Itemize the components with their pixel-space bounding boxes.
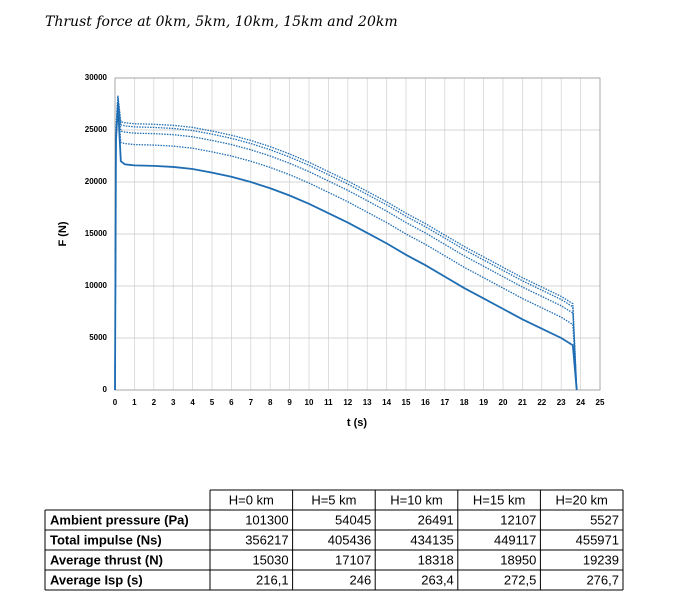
title: Thrust force at 0km, 5km, 10km, 15km and… [45, 14, 398, 30]
column-header: H=10 km [390, 492, 442, 507]
x-tick-label: 21 [518, 398, 527, 407]
column-header: H=20 km [556, 492, 608, 507]
cell: 19239 [583, 552, 619, 567]
x-tick-label: 22 [537, 398, 546, 407]
series-line [114, 96, 578, 391]
cell: 101300 [245, 512, 288, 527]
plot [114, 95, 578, 391]
x-tick-label: 4 [190, 398, 195, 407]
y-tick-label: 30000 [85, 73, 108, 82]
cell: 18318 [418, 552, 454, 567]
y-tick-label: 15000 [85, 229, 108, 238]
x-axis-label: t (s) [347, 417, 368, 429]
cell: 356217 [245, 532, 288, 547]
cell: 405436 [328, 532, 371, 547]
cell: 246 [349, 572, 371, 587]
row-label: Ambient pressure (Pa) [50, 512, 189, 527]
x-tick-label: 17 [440, 398, 449, 407]
y-tick-label: 5000 [89, 333, 107, 342]
x-tick-label: 9 [287, 398, 292, 407]
x-tick-label: 13 [363, 398, 372, 407]
series-line [114, 103, 578, 391]
series-line [114, 98, 578, 391]
cell: 216,1 [256, 572, 289, 587]
cell: 54045 [335, 512, 371, 527]
cell: 5527 [590, 512, 619, 527]
x-tick-label: 0 [113, 398, 118, 407]
x-tick-label: 12 [343, 398, 352, 407]
cell: 263,4 [421, 572, 454, 587]
row-label: Total impulse (Ns) [50, 532, 162, 547]
y-tick-label: 20000 [85, 177, 108, 186]
row-label: Average Isp (s) [50, 572, 143, 587]
cell: 449117 [494, 532, 536, 547]
cell: 15030 [252, 552, 288, 567]
cell: 17107 [335, 552, 371, 567]
x-tick-label: 14 [382, 398, 391, 407]
x-tick-label: 11 [324, 398, 333, 407]
x-tick-label: 10 [305, 398, 314, 407]
cell: 276,7 [586, 572, 619, 587]
x-tick-label: 1 [132, 398, 137, 407]
x-tick-label: 18 [460, 398, 469, 407]
x-tick-label: 16 [421, 398, 430, 407]
x-tick-label: 3 [171, 398, 176, 407]
x-tick-label: 7 [249, 398, 254, 407]
y-tick-label: 25000 [85, 125, 108, 134]
x-tick-label: 20 [499, 398, 508, 407]
x-tick-label: 25 [596, 398, 605, 407]
column-header: H=5 km [311, 492, 356, 507]
cell: 455971 [576, 532, 619, 547]
table: H=0 km H=5 km H=10 km H=15 km H=20 km Ambient… [44, 489, 624, 591]
series-line [114, 95, 578, 391]
cell: 26491 [418, 512, 454, 527]
y-tick-label: 10000 [85, 281, 108, 290]
x-tick-label: 24 [576, 398, 585, 407]
x-tick-label: 19 [479, 398, 488, 407]
cell: 18950 [500, 552, 536, 567]
x-tick-label: 2 [152, 398, 157, 407]
y-tick-label: 0 [103, 385, 108, 394]
cell: 272,5 [504, 572, 537, 587]
grid: 0 1 2 3 4 5 6 7 8 9 10 11 12 13 14 15 16 17 18 19 20 21 22 23 24… [85, 73, 605, 407]
x-tick-label: 23 [557, 398, 566, 407]
x-tick-label: 8 [268, 398, 273, 407]
cell: 12107 [500, 512, 536, 527]
column-header: H=15 km [473, 492, 525, 507]
row-label: Average thrust (N) [50, 552, 163, 567]
x-tick-label: 6 [229, 398, 234, 407]
x-tick-label: 15 [402, 398, 411, 407]
cell: 434135 [410, 532, 453, 547]
x-tick-label: 5 [210, 398, 215, 407]
y-axis-label: F (N) [57, 221, 69, 246]
column-header: H=0 km [229, 492, 274, 507]
series-line [114, 103, 578, 391]
